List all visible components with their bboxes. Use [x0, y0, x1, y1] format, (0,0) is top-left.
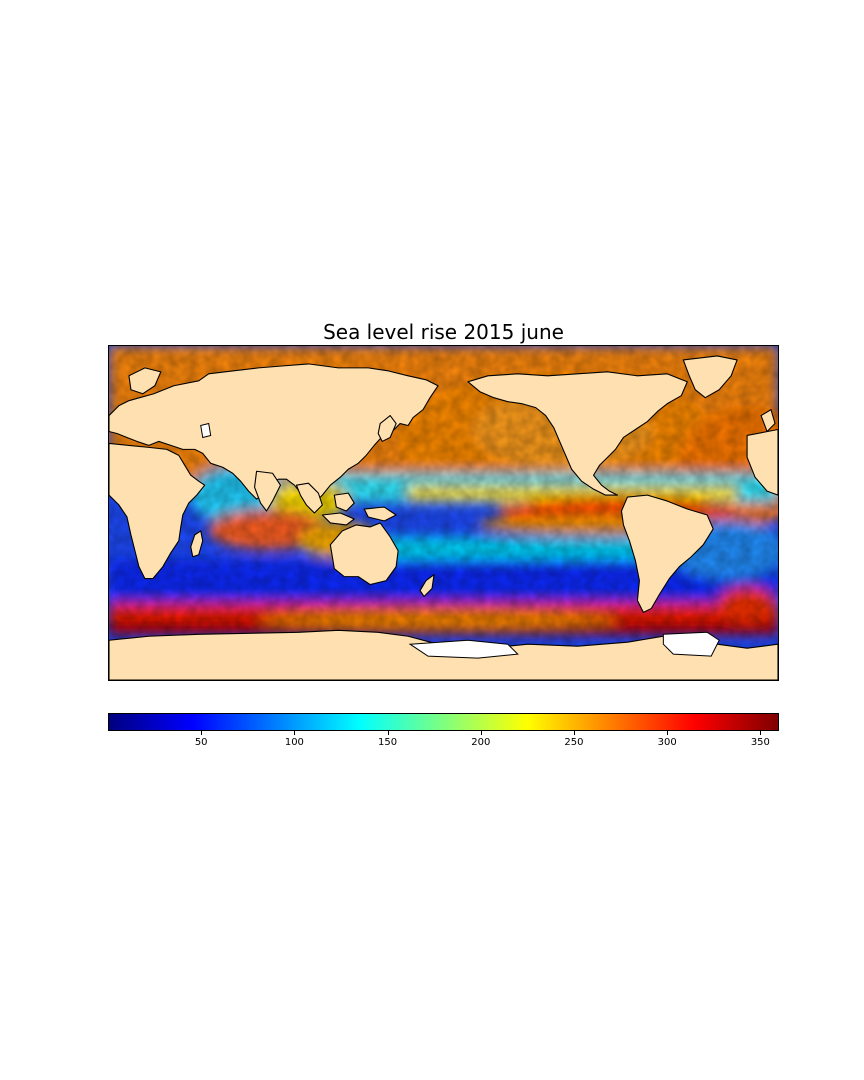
colorbar-tick-mark: [573, 731, 575, 735]
colorbar-gradient: [109, 714, 778, 730]
new-zealand-land: [419, 574, 435, 598]
colorbar-tick-label: 150: [378, 737, 398, 748]
southeast-asia-land: [295, 482, 323, 514]
british-isles-land: [760, 409, 776, 433]
north-america-land: [467, 371, 688, 496]
borneo-land: [333, 492, 355, 512]
colorbar-tick-label: 300: [657, 737, 677, 748]
colorbar-tick-label: 350: [750, 737, 770, 748]
colorbar-tick-mark: [760, 731, 762, 735]
japan-land: [377, 415, 397, 442]
colorbar-tick-label: 200: [471, 737, 491, 748]
colorbar-ticks: 50 100 150 200 250 300 350: [108, 731, 779, 755]
scandinavia-land: [128, 367, 162, 395]
madagascar-land: [190, 530, 204, 558]
europe-east-edge-land: [746, 428, 778, 496]
hudson-ice-patch: [200, 422, 212, 439]
eurasia-land: [109, 363, 439, 504]
colorbar-tick-mark: [294, 731, 296, 735]
weddell-ice-patch: [662, 631, 720, 657]
colorbar-tick-mark: [480, 731, 482, 735]
map-canvas: [109, 346, 778, 680]
colorbar-tick-mark: [387, 731, 389, 735]
map-title: Sea level rise 2015 june: [323, 320, 564, 344]
new-guinea-land: [363, 506, 397, 522]
south-america-land: [620, 494, 714, 613]
colorbar-tick-mark: [201, 731, 203, 735]
australia-land: [329, 522, 399, 586]
map-frame: [108, 345, 779, 681]
colorbar-tick-label: 50: [194, 737, 208, 748]
colorbar: [108, 713, 779, 731]
colorbar-tick-mark: [667, 731, 669, 735]
africa-land: [109, 442, 206, 580]
colorbar-tick-label: 100: [284, 737, 304, 748]
colorbar-tick-label: 250: [564, 737, 584, 748]
ross-ice-patch: [408, 639, 519, 659]
ice-patches: [200, 422, 720, 659]
greenland-land: [682, 355, 738, 399]
india-land: [254, 470, 282, 512]
indonesia-land: [321, 512, 355, 526]
